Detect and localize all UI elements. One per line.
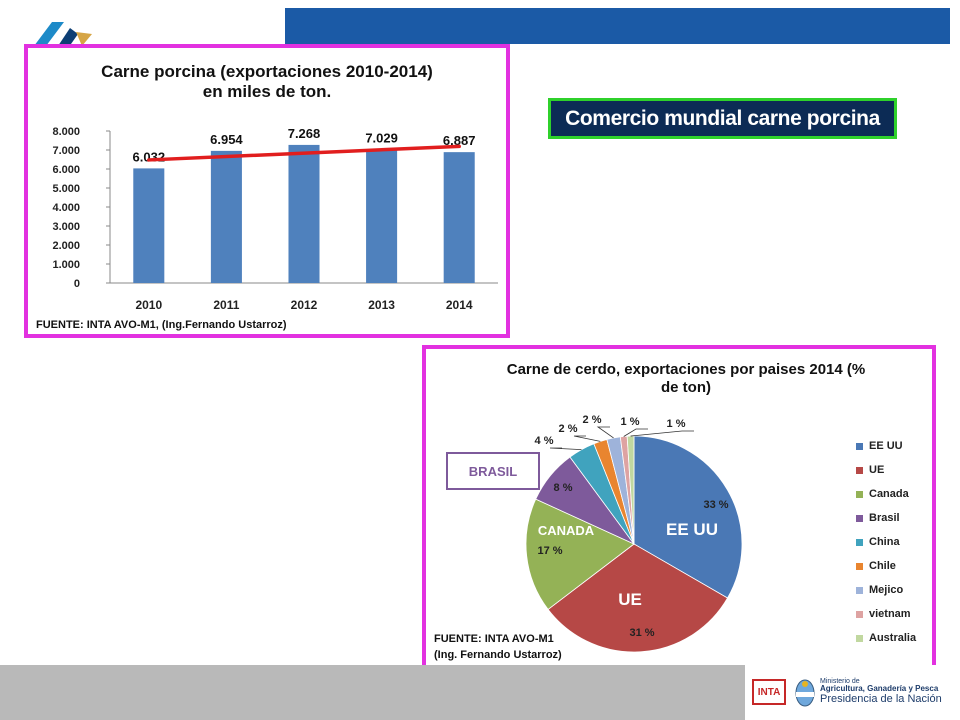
- pie-leader-line: [630, 430, 694, 437]
- y-tick-label: 7.000: [52, 145, 80, 157]
- bar-chart-source: FUENTE: INTA AVO-M1, (Ing.Fernando Ustar…: [36, 319, 287, 331]
- pie-value-label: 8 %: [554, 482, 573, 494]
- x-tick-label: 2013: [368, 298, 395, 312]
- bar-2013: [366, 149, 398, 283]
- legend-label: EE UU: [869, 440, 903, 452]
- ministry-line-3: Presidencia de la Nación: [820, 692, 942, 705]
- pie-leader-line: [549, 447, 582, 451]
- legend-item: vietnam: [856, 602, 936, 626]
- legend-label: Mejico: [869, 584, 904, 596]
- x-tick-label: 2010: [135, 298, 162, 312]
- footer-logos: INTA Ministerio de Agricultura, Ganaderí…: [750, 676, 956, 710]
- pie-slice-callout: UE: [618, 590, 642, 609]
- legend-label: Chile: [869, 560, 896, 572]
- ministry-text: Ministerio de Agricultura, Ganadería y P…: [820, 678, 956, 705]
- legend-item: UE: [856, 458, 936, 482]
- pie-slice-canada: [525, 498, 635, 610]
- pie-value-label: 31 %: [629, 627, 654, 639]
- pie-slice-ee-uu: [633, 435, 743, 599]
- pie-chart-source: FUENTE: INTA AVO-M1 (Ing. Fernando Ustar…: [434, 632, 562, 664]
- legend-item: Chile: [856, 554, 936, 578]
- y-tick-label: 0: [74, 278, 80, 290]
- bar-data-label: 6.032: [133, 149, 166, 164]
- y-tick-label: 2.000: [52, 240, 80, 252]
- bar-data-label: 6.954: [210, 132, 243, 147]
- x-tick-label: 2012: [291, 298, 318, 312]
- bar-chart-title-line-2: en miles de ton.: [202, 82, 332, 102]
- inta-logo-text: INTA: [757, 686, 781, 698]
- y-tick-label: 1.000: [52, 259, 80, 271]
- pie-value-label: 17 %: [537, 545, 562, 557]
- ministry-line-2: Agricultura, Ganadería y Pesca: [820, 684, 939, 694]
- legend-swatch: [856, 610, 863, 618]
- bar-2012: [288, 144, 320, 283]
- legend-swatch: [856, 538, 863, 546]
- legend-swatch: [856, 586, 863, 594]
- pie-chart-source-line-2: (Ing. Fernando Ustarroz): [434, 648, 562, 661]
- inta-logo-icon: INTA: [752, 679, 786, 705]
- bar-chart-title-line-1: Carne porcina (exportaciones 2010-2014): [101, 62, 433, 81]
- pie-slice-callout: EE UU: [666, 520, 718, 539]
- legend-item: Brasil: [856, 506, 936, 530]
- pie-value-label: 4 %: [535, 435, 554, 447]
- pie-value-label: 33 %: [703, 499, 728, 511]
- legend-swatch: [856, 466, 863, 474]
- pie-slice-callout: CANADA: [538, 523, 595, 538]
- legend-item: Australia: [856, 626, 936, 650]
- pie-leader-line: [623, 428, 648, 437]
- pie-value-label: 2 %: [583, 414, 602, 426]
- x-tick-label: 2014: [446, 298, 473, 312]
- legend-swatch: [856, 562, 863, 570]
- header-bar: [285, 8, 950, 44]
- pie-chart-panel: Carne de cerdo, exportaciones por paises…: [422, 345, 936, 672]
- ministry-line-1: Ministerio de: [820, 678, 860, 685]
- legend-swatch: [856, 442, 863, 450]
- pie-chart: 33 % 31 % 17 % 8 % 4 % 2 % 2 % 1 % 1 % EE UU UE CAN…: [525, 414, 743, 653]
- legend-label: Brasil: [869, 512, 900, 524]
- pie-slice-ue: [547, 543, 729, 653]
- bar-chart-panel: Carne porcina (exportaciones 2010-2014) …: [24, 44, 510, 338]
- pie-leader-line: [596, 426, 614, 439]
- x-tick-label: 2011: [213, 298, 239, 312]
- y-tick-label: 8.000: [52, 126, 80, 138]
- legend-label: Canada: [869, 488, 909, 500]
- bar-chart-title: Carne porcina (exportaciones 2010-2014) …: [28, 62, 506, 103]
- pie-value-label: 1 %: [667, 418, 686, 430]
- legend-swatch: [856, 490, 863, 498]
- legend-swatch: [856, 514, 863, 522]
- pie-value-label: 1 %: [621, 416, 640, 428]
- legend-label: China: [869, 536, 900, 548]
- legend-label: Australia: [869, 632, 917, 644]
- trend-line: [147, 144, 461, 162]
- brasil-highlight-box: BRASIL: [446, 452, 540, 490]
- bar-data-label: 7.029: [365, 130, 398, 145]
- legend-item: Canada: [856, 482, 936, 506]
- pie-chart-title: Carne de cerdo, exportaciones por paises…: [466, 361, 906, 397]
- pie-chart-legend: EE UU UE Canada Brasil China Chile Mejico vietn…: [856, 434, 936, 650]
- bar-data-label: 6.887: [443, 133, 476, 148]
- bar-2011: [210, 150, 242, 283]
- banner-title: Comercio mundial carne porcina: [548, 98, 897, 139]
- bar-chart: 0 1.000 2.000 3.000 4.000 5.000 6.000 7.000 8.00…: [52, 126, 498, 312]
- legend-item: Mejico: [856, 578, 936, 602]
- pie-leader-line: [573, 435, 601, 442]
- pie-chart-title-line-1: Carne de cerdo, exportaciones por paises…: [506, 361, 866, 378]
- argentina-shield-icon: [795, 679, 815, 707]
- legend-item: EE UU: [856, 434, 936, 458]
- legend-label: UE: [869, 464, 885, 476]
- legend-swatch: [856, 634, 863, 642]
- pie-value-label: 2 %: [559, 423, 578, 435]
- legend-item: China: [856, 530, 936, 554]
- y-tick-label: 5.000: [52, 183, 80, 195]
- bar-data-label: 7.268: [288, 126, 321, 141]
- bar-2010: [133, 168, 165, 283]
- legend-label: vietnam: [869, 608, 911, 620]
- pie-chart-source-line-1: FUENTE: INTA AVO-M1: [434, 633, 554, 645]
- pie-chart-title-line-2: de ton): [661, 379, 711, 396]
- y-tick-label: 4.000: [52, 202, 80, 214]
- y-tick-label: 6.000: [52, 164, 80, 176]
- y-tick-label: 3.000: [52, 221, 80, 233]
- bar-2014: [443, 152, 475, 283]
